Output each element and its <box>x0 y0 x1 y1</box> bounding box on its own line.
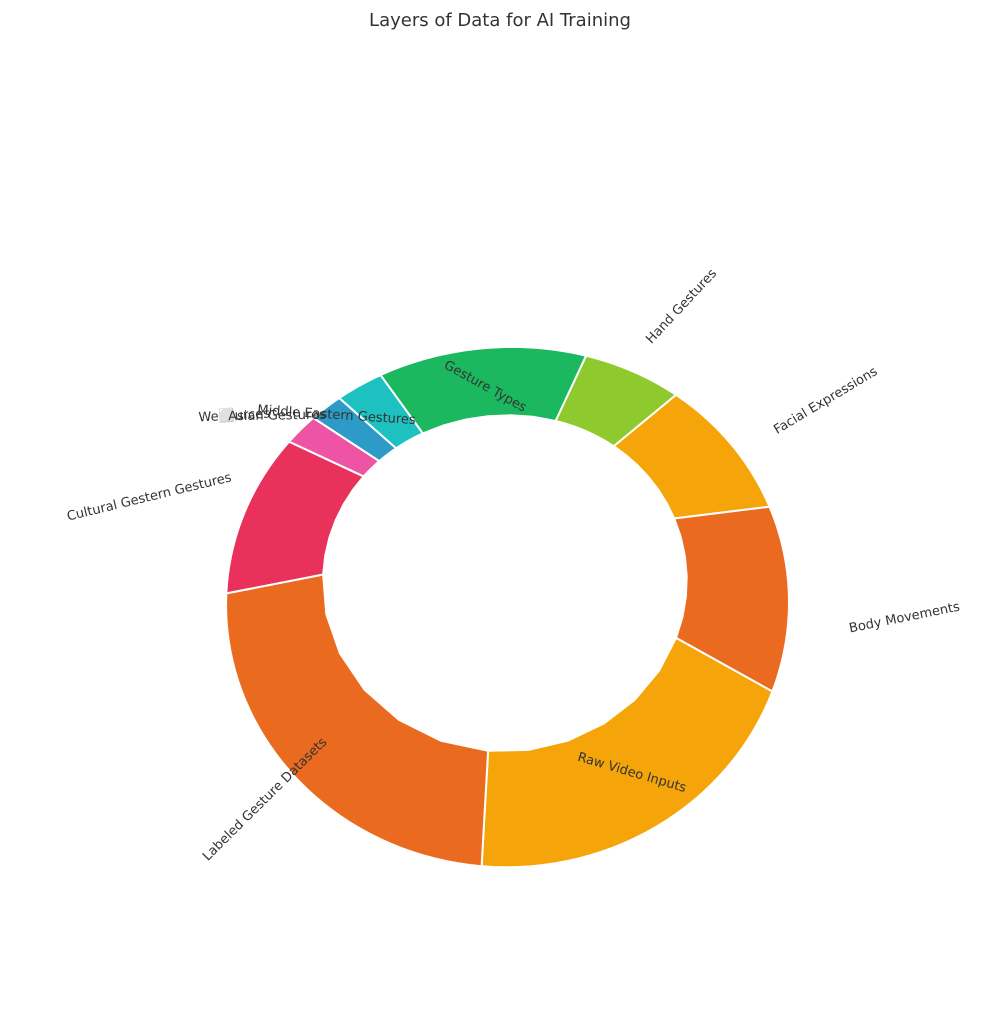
segment-label-5: Labeled Gesture Datasets <box>200 735 330 864</box>
segment-4 <box>482 638 773 867</box>
segment-5 <box>226 575 488 867</box>
segment-label-6: Cultural Gestern Gestures <box>66 470 234 524</box>
segment-label-1: Hand Gestures <box>643 266 720 347</box>
segment-label-3: Body Movements <box>848 600 962 637</box>
segment-label-2: Facial Expressions <box>771 364 880 438</box>
ring-group <box>226 347 789 867</box>
donut-chart: Gesture TypesHand GesturesFacial Express… <box>0 0 1000 1024</box>
